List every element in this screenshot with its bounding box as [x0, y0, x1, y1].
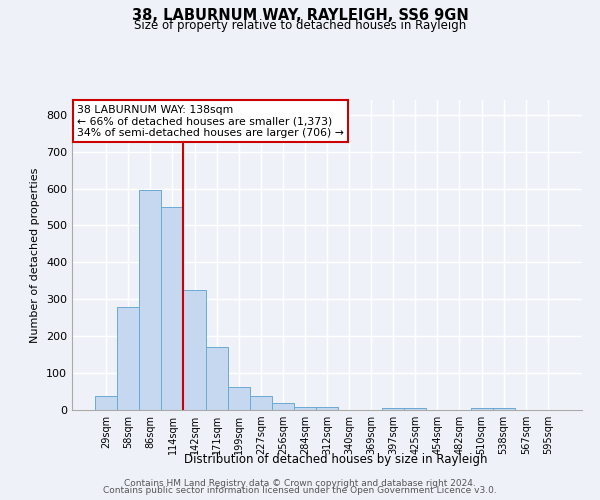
Text: Contains HM Land Registry data © Crown copyright and database right 2024.: Contains HM Land Registry data © Crown c…: [124, 478, 476, 488]
Bar: [382, 408, 404, 410]
Bar: [206, 348, 227, 410]
Text: 38, LABURNUM WAY, RAYLEIGH, SS6 9GN: 38, LABURNUM WAY, RAYLEIGH, SS6 9GN: [131, 8, 469, 22]
Bar: [227, 387, 250, 410]
Bar: [316, 407, 338, 410]
Bar: [161, 206, 184, 410]
Text: Distribution of detached houses by size in Rayleigh: Distribution of detached houses by size …: [184, 452, 488, 466]
Bar: [117, 308, 139, 410]
Bar: [294, 407, 316, 410]
Bar: [139, 190, 161, 410]
Y-axis label: Number of detached properties: Number of detached properties: [31, 168, 40, 342]
Text: Size of property relative to detached houses in Rayleigh: Size of property relative to detached ho…: [134, 18, 466, 32]
Bar: [470, 408, 493, 410]
Bar: [404, 408, 427, 410]
Bar: [272, 402, 294, 410]
Bar: [250, 396, 272, 410]
Bar: [95, 396, 117, 410]
Text: 38 LABURNUM WAY: 138sqm
← 66% of detached houses are smaller (1,373)
34% of semi: 38 LABURNUM WAY: 138sqm ← 66% of detache…: [77, 104, 344, 138]
Bar: [184, 290, 206, 410]
Bar: [493, 408, 515, 410]
Text: Contains public sector information licensed under the Open Government Licence v3: Contains public sector information licen…: [103, 486, 497, 495]
